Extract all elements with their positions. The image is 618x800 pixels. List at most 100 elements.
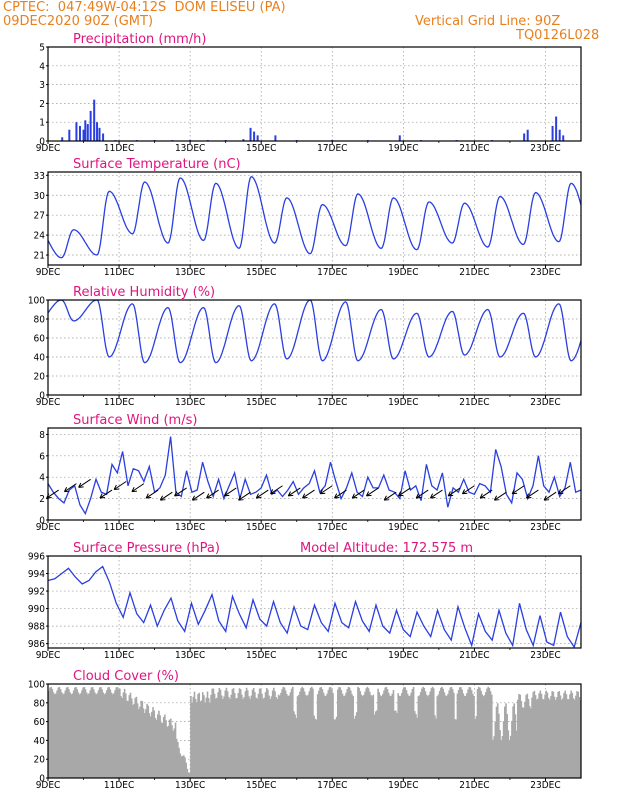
cloud-bar xyxy=(174,722,177,778)
cloud-bar xyxy=(395,710,397,778)
cloud-bar xyxy=(260,688,262,778)
cloud-bar xyxy=(501,736,504,778)
cloud-bar xyxy=(409,695,411,778)
cloud-bar xyxy=(102,692,105,778)
cloud-bar xyxy=(211,688,214,778)
cloud-bar xyxy=(115,687,118,778)
cloud-bar xyxy=(101,689,103,778)
cloud-bar xyxy=(485,692,487,778)
y-tick-label: 100 xyxy=(28,296,45,307)
cloud-bar xyxy=(554,699,557,778)
cloud-bar xyxy=(133,703,135,778)
cloud-bar xyxy=(437,694,440,778)
cloud-bar xyxy=(183,755,185,778)
cloud-bar xyxy=(207,698,210,778)
cloud-bar xyxy=(213,693,216,778)
cloud-bar xyxy=(524,701,526,778)
cloud-bar xyxy=(541,698,544,778)
cloud-bar xyxy=(383,690,385,778)
x-tick-label: 15DEC xyxy=(246,650,276,661)
cloud-bar xyxy=(398,695,401,778)
cloud-bar xyxy=(509,735,512,778)
cloud-bar xyxy=(96,693,99,778)
cloud-bar xyxy=(187,772,190,778)
cloud-bar xyxy=(271,690,274,778)
cloud-bar xyxy=(196,702,198,778)
cloud-bar xyxy=(82,687,84,778)
cloud-bar xyxy=(472,693,474,778)
x-tick-label: 17DEC xyxy=(317,522,347,533)
y-tick-label: 80 xyxy=(34,315,46,326)
y-tick-label: 60 xyxy=(34,717,46,728)
y-tick-label: 40 xyxy=(34,353,46,364)
cloud-bar xyxy=(291,686,294,778)
y-tick-label: 988 xyxy=(28,622,45,633)
cloud-bar xyxy=(351,694,353,778)
cloud-bar xyxy=(338,687,340,778)
cloud-bar xyxy=(246,690,249,778)
precip-bar xyxy=(89,110,92,141)
cloud-bar xyxy=(377,688,379,778)
cloud-bar xyxy=(177,741,179,778)
x-tick-label: 9DEC xyxy=(36,267,61,278)
x-tick-label: 13DEC xyxy=(175,650,205,661)
cloud-bar xyxy=(126,700,128,778)
y-tick-label: 30 xyxy=(34,191,46,202)
cloud-bar xyxy=(188,772,191,778)
panel-title: Surface Pressure (hPa) xyxy=(73,541,220,556)
cloud-bar xyxy=(444,695,447,778)
y-tick-label: 21 xyxy=(34,251,45,262)
x-tick-label: 23DEC xyxy=(530,780,560,791)
cloud-bar xyxy=(408,696,410,778)
cloud-bar xyxy=(358,687,360,778)
cloud-bar xyxy=(461,689,463,778)
cloud-bar xyxy=(168,719,171,778)
cloud-bar xyxy=(429,691,431,778)
cloud-bar xyxy=(316,694,319,778)
y-tick-label: 0 xyxy=(39,391,45,402)
cloud-bar xyxy=(290,688,293,778)
cloud-bar xyxy=(159,715,161,778)
cloud-bar xyxy=(502,721,505,778)
cloud-bar xyxy=(406,693,409,778)
cloud-bar xyxy=(576,691,578,778)
cloud-bar xyxy=(162,716,165,778)
cloud-bar xyxy=(119,688,121,778)
cloud-bar xyxy=(64,690,67,778)
wind-arrow xyxy=(145,489,159,499)
y-tick-label: 2 xyxy=(39,494,45,505)
cloud-bar xyxy=(89,690,92,778)
panel-title: Precipitation (mm/h) xyxy=(73,32,206,47)
cloud-bar xyxy=(570,690,572,778)
cloud-bar xyxy=(147,705,150,778)
cloud-bar xyxy=(530,708,532,778)
cloud-bar xyxy=(264,692,267,778)
cloud-bar xyxy=(547,697,550,778)
cloud-bar xyxy=(251,689,254,778)
cloud-bar xyxy=(466,693,468,778)
cloud-bar xyxy=(350,690,352,778)
cloud-bar xyxy=(220,695,223,778)
cloud-bar xyxy=(219,689,222,778)
cloud-bar xyxy=(520,701,523,778)
cloud-bar xyxy=(215,698,217,778)
cloud-bar xyxy=(132,705,134,778)
cloud-bar xyxy=(58,686,61,778)
x-tick-label: 17DEC xyxy=(317,650,347,661)
cloud-bar xyxy=(526,693,529,778)
cloud-bar xyxy=(274,691,276,778)
x-tick-label: 13DEC xyxy=(175,780,205,791)
cloud-bar xyxy=(380,696,383,778)
x-tick-label: 19DEC xyxy=(388,397,418,408)
x-tick-label: 9DEC xyxy=(36,650,61,661)
cloud-bar xyxy=(399,695,402,778)
cloud-bar xyxy=(302,688,305,778)
series-line xyxy=(47,565,582,649)
cloud-bar xyxy=(175,738,178,778)
cloud-bar xyxy=(130,698,133,778)
cloud-bar xyxy=(244,691,247,778)
cloud-bar xyxy=(250,695,253,778)
cloud-bar xyxy=(145,709,147,778)
cloud-bar xyxy=(300,688,302,778)
